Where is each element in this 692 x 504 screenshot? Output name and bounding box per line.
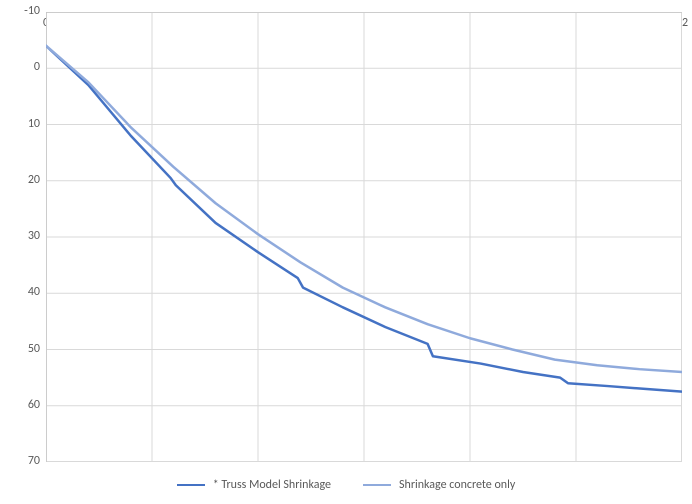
legend-label: * Truss Model Shrinkage [213, 478, 331, 492]
y-tick-label: 60 [28, 398, 40, 412]
y-tick-label: 0 [34, 60, 40, 74]
legend-swatch [363, 484, 391, 486]
chart-svg [46, 12, 682, 462]
legend: * Truss Model Shrinkage Shrinkage concret… [0, 478, 692, 492]
plot-area [46, 12, 682, 462]
legend-item-truss: * Truss Model Shrinkage [177, 478, 331, 492]
y-tick-label: 50 [28, 342, 40, 356]
y-tick-label: 30 [28, 229, 40, 243]
y-tick-label: 40 [28, 285, 40, 299]
legend-item-concrete: Shrinkage concrete only [363, 478, 515, 492]
y-tick-label: 20 [28, 173, 40, 187]
line-chart: -10010203040506070 024681012 * Truss Mod… [0, 0, 692, 504]
legend-label: Shrinkage concrete only [399, 478, 515, 492]
legend-swatch [177, 484, 205, 486]
y-tick-label: 70 [28, 454, 40, 468]
y-tick-label: 10 [28, 117, 40, 131]
